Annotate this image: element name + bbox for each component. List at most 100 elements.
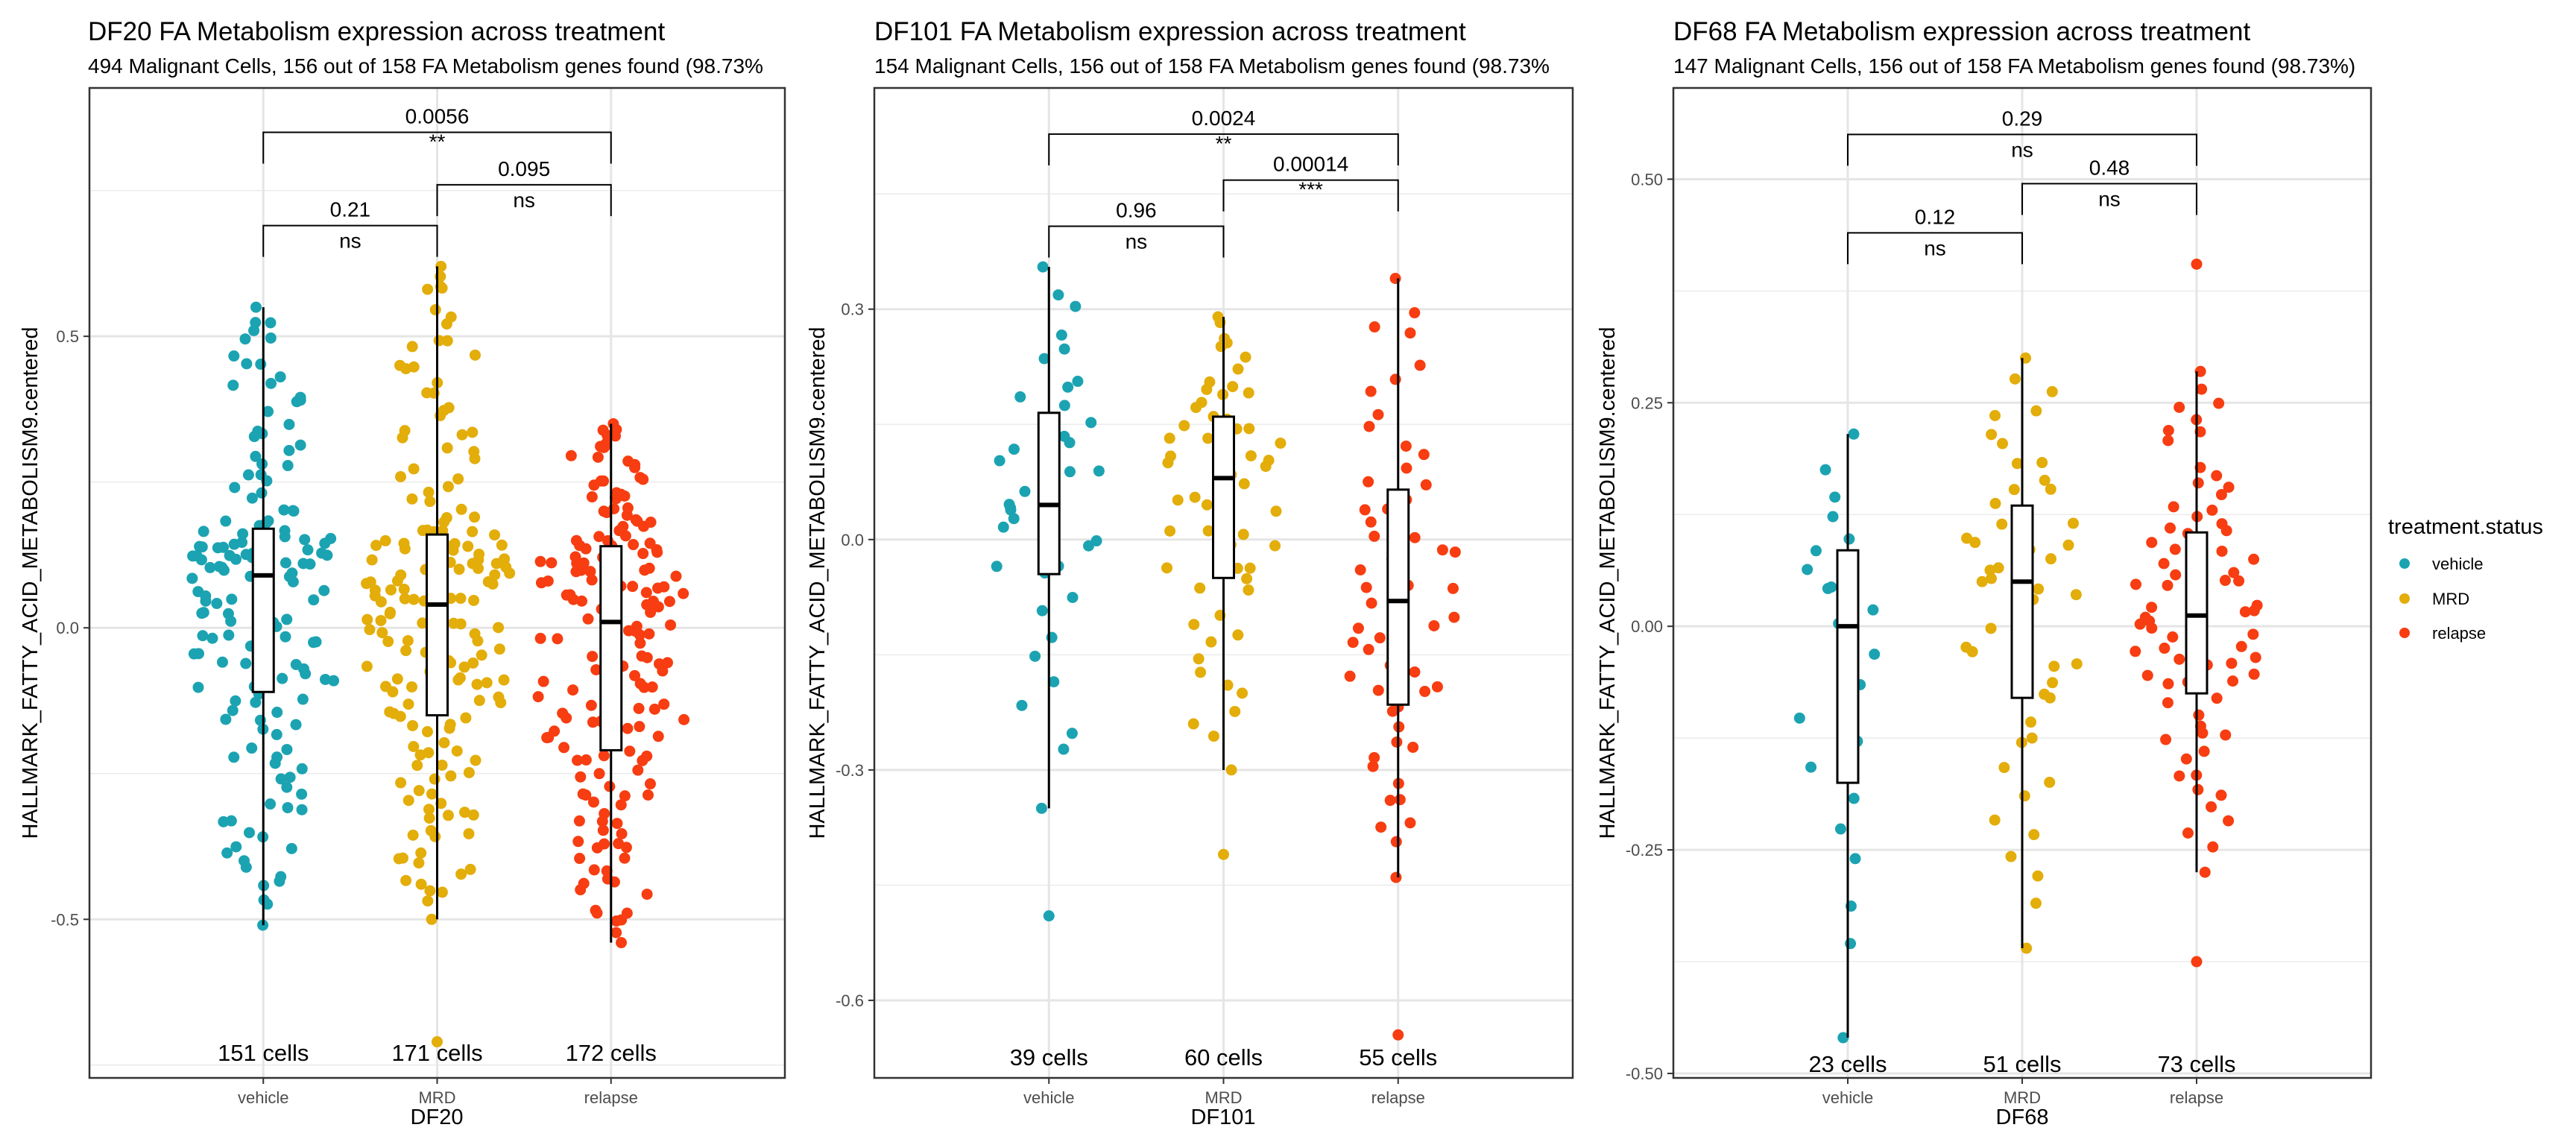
x-tick-label: relapse bbox=[2170, 1088, 2223, 1107]
data-point-relapse bbox=[1366, 597, 1377, 609]
data-point-vehicle bbox=[1058, 430, 1070, 442]
data-point-relapse bbox=[622, 722, 634, 734]
data-point-mrd bbox=[1164, 525, 1176, 537]
data-point-mrd bbox=[1241, 572, 1253, 584]
data-point-relapse bbox=[619, 852, 631, 864]
data-point-vehicle bbox=[1829, 491, 1841, 503]
data-point-relapse bbox=[1365, 516, 1377, 528]
data-point-relapse bbox=[658, 698, 670, 710]
data-point-mrd bbox=[364, 576, 376, 588]
data-point-vehicle bbox=[211, 598, 223, 610]
legend-item-vehicle: vehicle bbox=[2399, 555, 2483, 573]
data-point-relapse bbox=[632, 764, 644, 776]
data-point-vehicle bbox=[1822, 583, 1834, 595]
data-point-relapse bbox=[2182, 827, 2194, 839]
data-point-vehicle bbox=[1067, 591, 1079, 603]
data-point-vehicle bbox=[321, 549, 333, 561]
data-point-vehicle bbox=[1055, 329, 1067, 341]
data-point-relapse bbox=[2169, 543, 2181, 555]
y-tick-label: 0.00 bbox=[1631, 617, 1663, 636]
data-point-mrd bbox=[442, 481, 454, 493]
significance-label: ns bbox=[1126, 230, 1148, 253]
data-point-mrd bbox=[2045, 483, 2056, 495]
data-point-relapse bbox=[1390, 871, 1402, 883]
significance-bracket bbox=[2021, 183, 2197, 215]
data-point-relapse bbox=[665, 619, 677, 631]
data-point-relapse bbox=[624, 745, 636, 757]
data-point-mrd bbox=[2025, 716, 2037, 728]
data-point-relapse bbox=[593, 768, 605, 780]
data-point-vehicle bbox=[1867, 604, 1879, 616]
data-point-relapse bbox=[1384, 795, 1396, 807]
data-point-mrd bbox=[2036, 457, 2048, 469]
data-point-vehicle bbox=[319, 673, 331, 685]
data-point-vehicle bbox=[1064, 466, 1076, 478]
data-point-vehicle bbox=[281, 781, 293, 793]
data-point-mrd bbox=[469, 628, 481, 640]
data-point-relapse bbox=[641, 889, 653, 900]
data-point-mrd bbox=[1212, 311, 1224, 323]
box-vehicle bbox=[251, 527, 275, 693]
data-point-mrd bbox=[398, 584, 410, 596]
data-point-relapse bbox=[1418, 449, 1430, 461]
data-point-relapse bbox=[587, 796, 599, 808]
data-point-vehicle bbox=[1845, 938, 1857, 950]
data-point-mrd bbox=[438, 405, 449, 417]
data-point-mrd bbox=[2009, 373, 2021, 385]
data-point-relapse bbox=[575, 771, 587, 783]
data-point-mrd bbox=[498, 674, 510, 686]
data-point-vehicle bbox=[279, 525, 291, 537]
data-point-mrd bbox=[2030, 898, 2042, 909]
data-point-mrd bbox=[1269, 540, 1281, 552]
data-point-mrd bbox=[489, 569, 501, 581]
data-point-mrd bbox=[455, 503, 467, 515]
data-point-mrd bbox=[467, 657, 479, 669]
data-point-mrd bbox=[1188, 619, 1200, 631]
y-tick-label: -0.50 bbox=[1626, 1064, 1663, 1083]
data-point-vehicle bbox=[287, 505, 299, 517]
box-mrd bbox=[426, 533, 449, 717]
data-point-relapse bbox=[670, 570, 682, 582]
data-point-mrd bbox=[394, 710, 406, 722]
data-point-mrd bbox=[473, 549, 485, 561]
data-point-relapse bbox=[652, 601, 664, 613]
data-point-mrd bbox=[2030, 405, 2042, 417]
panel-title: DF20 FA Metabolism expression across tre… bbox=[88, 17, 665, 46]
data-point-relapse bbox=[2192, 477, 2204, 489]
data-point-mrd bbox=[1232, 629, 1244, 641]
data-point-vehicle bbox=[310, 636, 322, 648]
data-point-relapse bbox=[678, 713, 690, 725]
data-point-mrd bbox=[408, 361, 420, 373]
data-point-relapse bbox=[2174, 770, 2185, 782]
panel-title: DF68 FA Metabolism expression across tre… bbox=[1673, 17, 2250, 46]
cell-count-label: 171 cells bbox=[391, 1040, 482, 1066]
box-mrd bbox=[2010, 504, 2034, 699]
y-tick-label: 0.5 bbox=[56, 327, 79, 346]
data-point-mrd bbox=[1989, 497, 2001, 509]
cell-count-label: 151 cells bbox=[218, 1040, 309, 1066]
data-point-mrd bbox=[1986, 572, 1998, 584]
data-point-vehicle bbox=[1058, 743, 1070, 755]
x-axis-title: DF101 bbox=[1190, 1105, 1255, 1129]
x-tick-label: MRD bbox=[2004, 1088, 2041, 1107]
data-point-mrd bbox=[467, 426, 479, 438]
data-point-relapse bbox=[1409, 666, 1421, 678]
data-point-mrd bbox=[493, 622, 505, 634]
data-point-relapse bbox=[572, 836, 584, 848]
y-tick-label: -0.5 bbox=[51, 910, 79, 929]
y-tick-label: -0.3 bbox=[836, 761, 864, 780]
data-point-mrd bbox=[429, 773, 441, 785]
data-point-relapse bbox=[610, 487, 622, 499]
data-point-relapse bbox=[2146, 602, 2158, 613]
legend-label: MRD bbox=[2432, 590, 2469, 608]
significance-label: ns bbox=[2098, 187, 2121, 210]
data-point-relapse bbox=[2235, 640, 2247, 652]
data-point-vehicle bbox=[228, 538, 240, 550]
data-point-vehicle bbox=[1048, 676, 1060, 688]
data-point-relapse bbox=[2162, 697, 2174, 709]
data-point-vehicle bbox=[1848, 792, 1860, 804]
data-point-mrd bbox=[2028, 829, 2040, 841]
data-point-relapse bbox=[2162, 579, 2174, 591]
data-point-relapse bbox=[598, 750, 610, 762]
significance-bracket bbox=[1048, 133, 1399, 165]
